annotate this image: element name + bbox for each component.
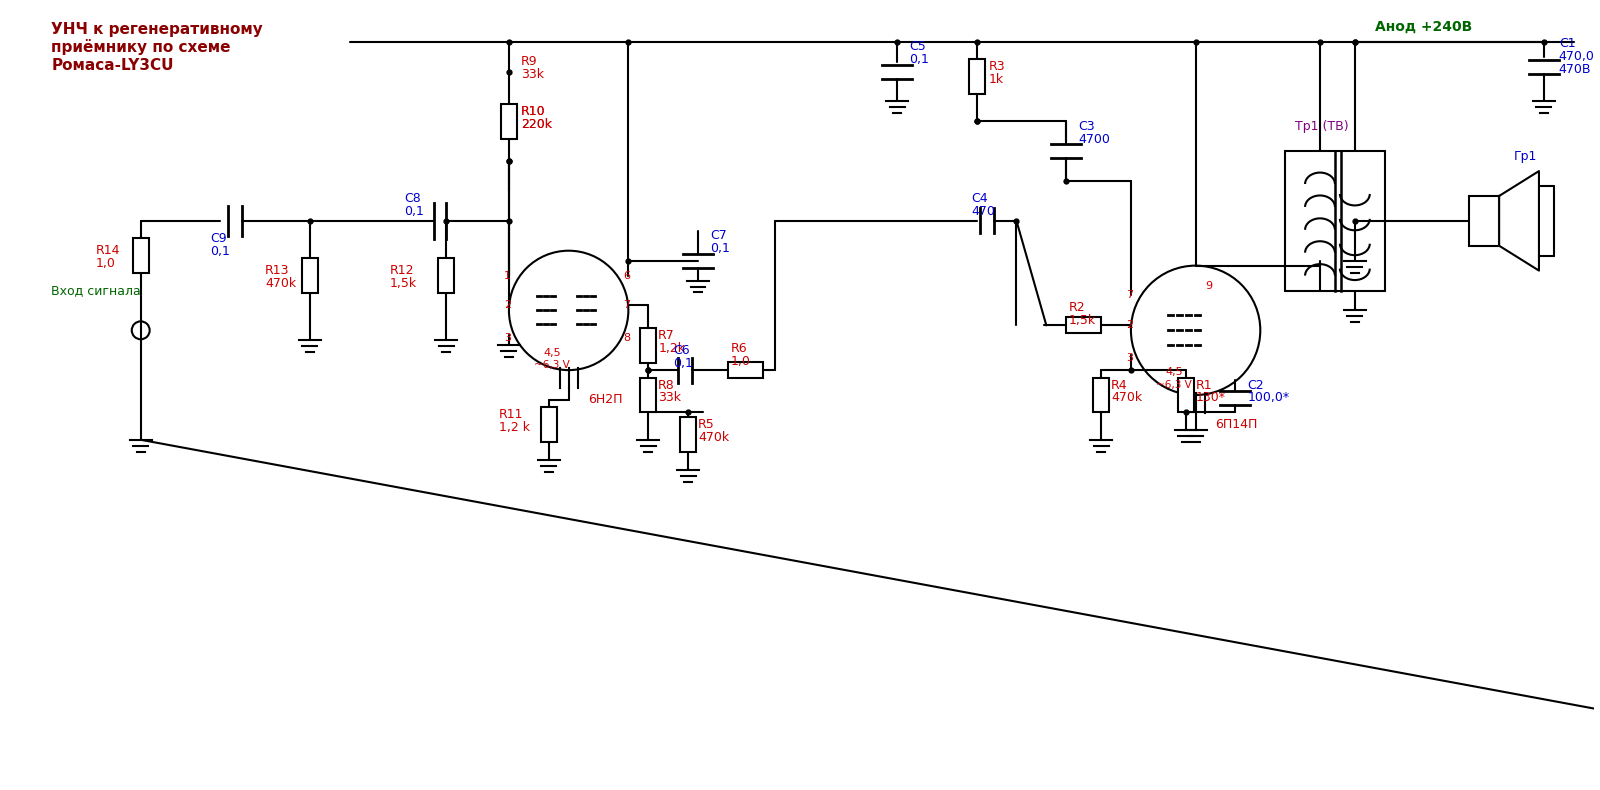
Bar [1469,196,1499,246]
Text: 1,2 k: 1,2 k [499,421,530,435]
Text: 4,5: 4,5 [544,348,562,358]
Text: R3: R3 [989,60,1005,73]
Text: C7: C7 [710,229,726,243]
Bar [640,378,656,412]
Text: 470k: 470k [698,431,730,444]
Bar [302,258,318,293]
Text: 3: 3 [504,333,510,344]
Text: 100,0*: 100,0* [1248,392,1290,404]
Text: R13: R13 [266,264,290,277]
Text: R9: R9 [522,55,538,68]
Bar [1093,378,1109,412]
Text: R11: R11 [499,408,523,421]
Text: 1,5k: 1,5k [1069,314,1096,327]
Text: R4: R4 [1110,378,1128,392]
Text: 2: 2 [1126,320,1133,330]
Text: 6П14П: 6П14П [1216,419,1258,431]
Text: R8: R8 [658,378,675,392]
Text: C6: C6 [674,344,690,357]
Text: C2: C2 [1248,378,1264,392]
Text: 4700: 4700 [1078,133,1110,145]
Text: 1,0: 1,0 [730,355,750,367]
Bar [541,408,557,442]
Text: R5: R5 [698,419,715,431]
Text: 9: 9 [1205,280,1213,291]
Text: R10: R10 [522,105,546,118]
Text: УНЧ к регенеративному
приёмнику по схеме
Ромаса-LY3CU: УНЧ к регенеративному приёмнику по схеме… [51,22,262,73]
Text: 33k: 33k [522,68,544,81]
Text: ~6,3 V: ~6,3 V [534,360,570,371]
Bar [438,258,454,293]
Text: 2: 2 [504,300,510,310]
Text: 0,1: 0,1 [405,205,424,218]
Text: 1,2k: 1,2k [658,342,685,355]
Text: R2: R2 [1069,301,1085,314]
Text: C1: C1 [1558,37,1576,51]
Text: C9: C9 [210,232,227,245]
Text: 3: 3 [1126,353,1133,363]
Bar [968,59,984,94]
Text: R10: R10 [522,105,546,118]
Text: 7: 7 [1126,291,1133,300]
Polygon shape [1499,171,1539,271]
Text: C3: C3 [1078,120,1094,133]
Text: 1k: 1k [989,73,1003,86]
Bar [728,362,763,378]
Text: 470: 470 [971,205,995,218]
Text: R6: R6 [730,342,747,355]
Text: Вход сигнала: Вход сигнала [51,284,141,297]
Text: R7: R7 [658,329,675,342]
Text: 8: 8 [624,333,630,344]
Text: 0,1: 0,1 [674,356,693,370]
Text: R1: R1 [1195,378,1213,392]
Text: 1: 1 [504,271,510,280]
Text: 4,5: 4,5 [1166,367,1184,377]
Text: C8: C8 [405,193,421,205]
Text: 220k: 220k [522,118,552,131]
Text: 1,0: 1,0 [96,257,115,270]
Text: C5: C5 [909,40,926,53]
Text: C4: C4 [971,193,989,205]
Text: 1,5k: 1,5k [389,277,416,290]
Text: Тр1 (ТВ): Тр1 (ТВ) [1294,120,1349,133]
Text: R12: R12 [389,264,414,277]
Text: 0,1: 0,1 [710,243,730,255]
Text: 470В: 470В [1558,63,1592,76]
Text: 130*: 130* [1195,392,1226,404]
Text: 33k: 33k [658,392,682,404]
Text: Гр1: Гр1 [1514,149,1538,163]
Bar [133,239,149,273]
Text: 0,1: 0,1 [909,53,930,66]
Bar [501,104,517,139]
Text: 6Н2П: 6Н2П [589,393,622,407]
Text: R14: R14 [96,244,120,258]
Text: ~6,3 V: ~6,3 V [1155,380,1192,390]
Text: 7: 7 [624,300,630,310]
Bar [1178,378,1194,412]
Text: 470k: 470k [266,277,296,290]
Text: 0,1: 0,1 [210,245,230,258]
Bar [1285,151,1384,291]
Bar [1066,318,1101,333]
Bar [680,417,696,452]
Text: 220k: 220k [522,118,552,131]
Text: 470,0: 470,0 [1558,50,1595,63]
Text: 6: 6 [624,271,630,280]
Bar [640,328,656,363]
Text: Анод +240В: Анод +240В [1374,20,1472,34]
Text: 470k: 470k [1110,392,1142,404]
